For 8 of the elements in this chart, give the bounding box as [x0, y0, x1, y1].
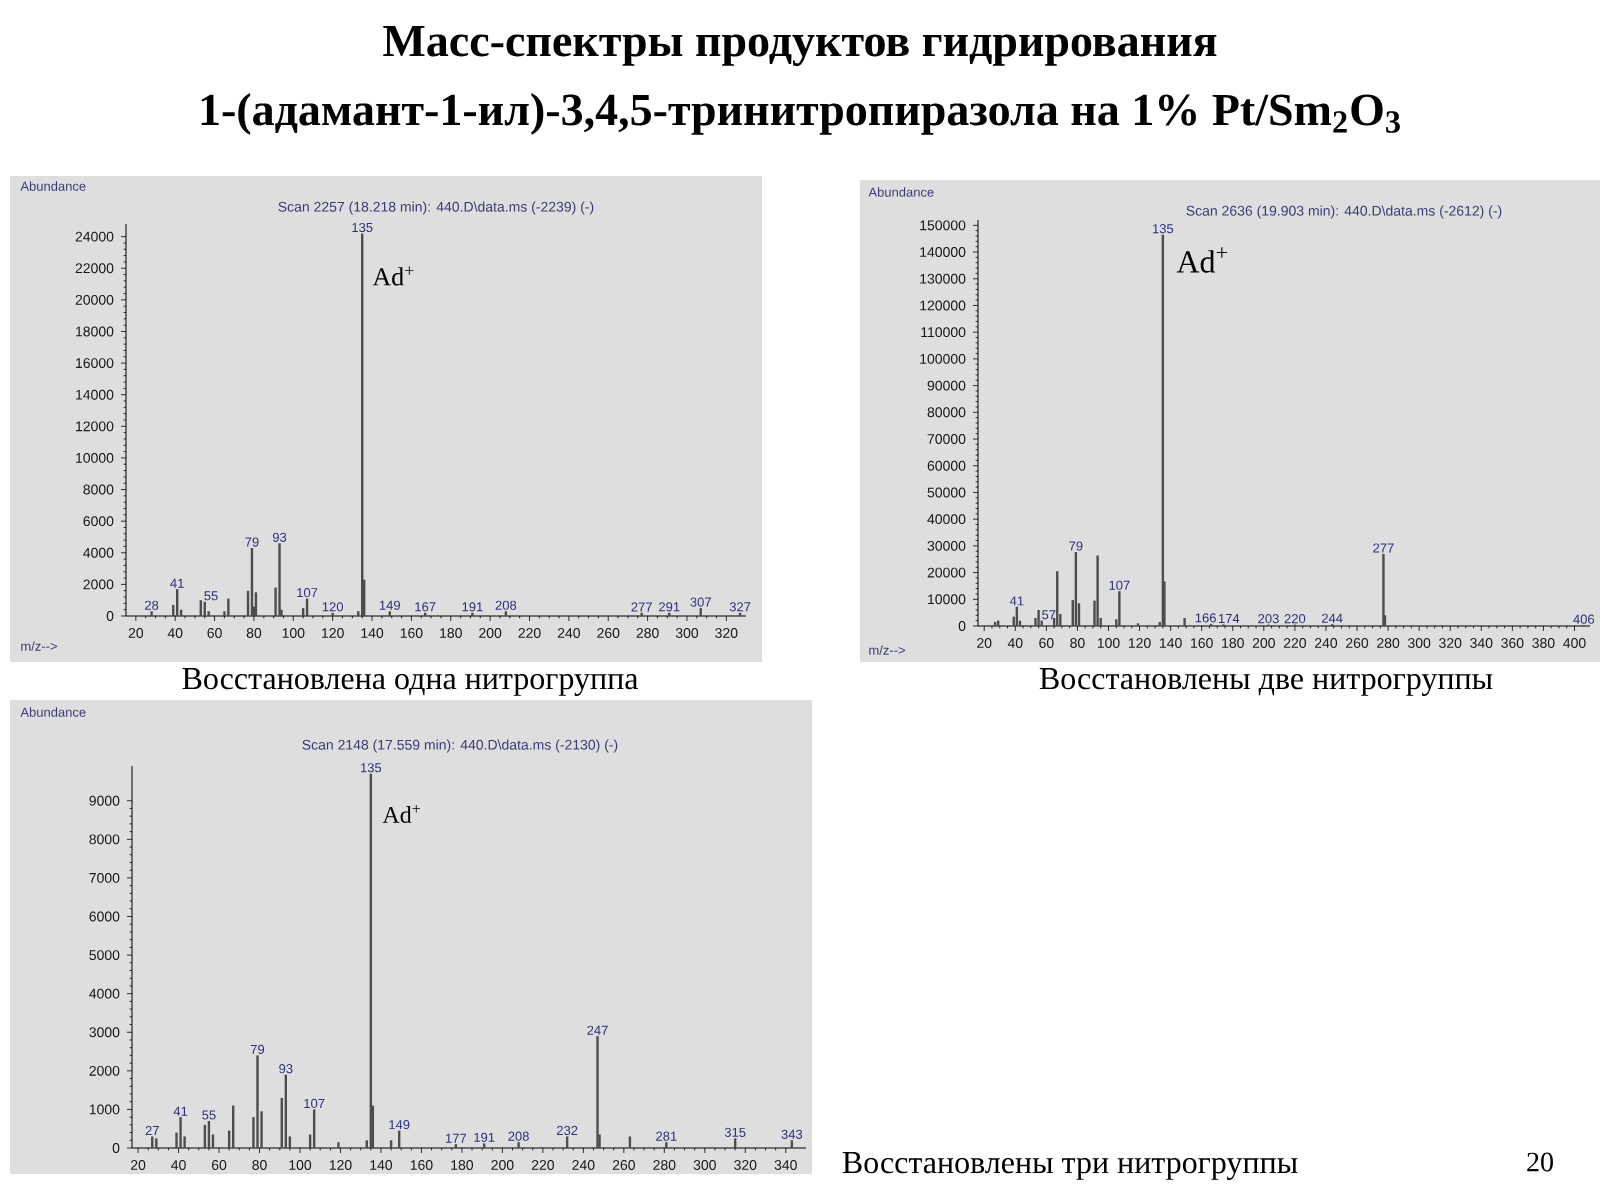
annotation: Ad$^{+}$ — [382, 805, 420, 823]
text: Восстановлены три нитрогруппы — [842, 1152, 1298, 1180]
text: Восстановлены две нитрогруппы — [1039, 668, 1493, 696]
chart-subtitle: 1-(адамант-1-ил)-3,4,5-тринитропиразола на 1% Pt/Sm$_{2}$O$_{3}$ — [201, 93, 1400, 135]
annotation: Ad$^{+}$ — [372, 266, 414, 286]
chart-title: Масс-спектры продуктов гидрирования — [383, 25, 1217, 67]
annotation: Ad$^{+}$ — [1176, 247, 1228, 273]
text: Восстановлена одна нитрогруппа — [182, 668, 639, 696]
